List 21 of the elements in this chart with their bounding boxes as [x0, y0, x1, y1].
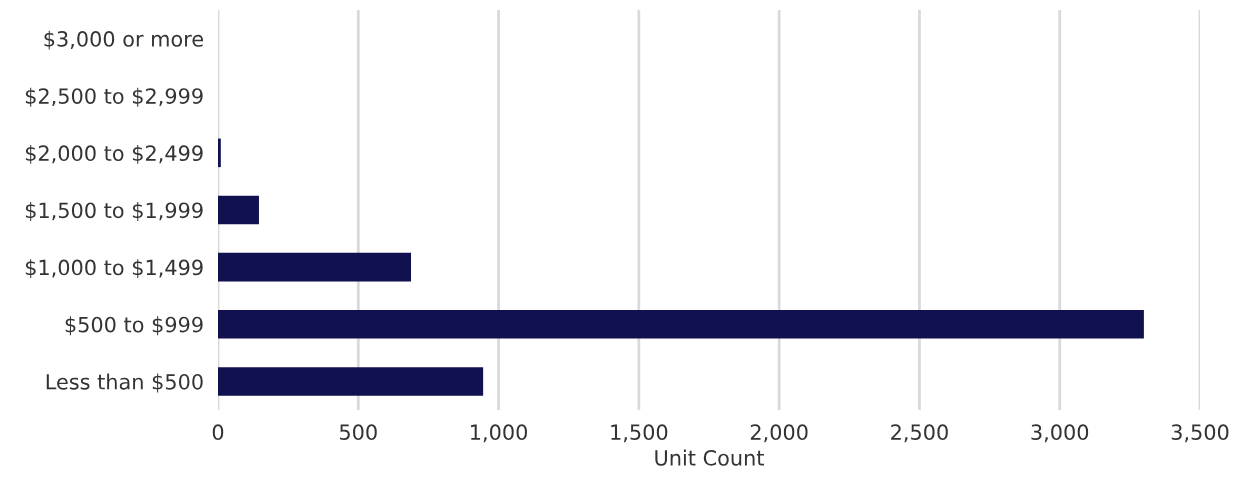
bar: [218, 367, 484, 396]
x-tick-label: 3,500: [1171, 424, 1229, 443]
x-axis-title: Unit Count: [655, 449, 764, 466]
x-tick-label: 2,000: [750, 424, 808, 443]
bar: [218, 195, 259, 225]
x-tick-label: 1,500: [611, 424, 668, 443]
y-tick-label: $500 to $999: [65, 316, 203, 336]
y-tick-label: $2,500 to $2,999: [25, 87, 203, 107]
x-tick-label: 3,000: [1031, 424, 1089, 443]
x-tick-label: 500: [340, 424, 377, 441]
x-tick-label: 0: [212, 424, 224, 441]
x-tick-label: 2,500: [891, 424, 948, 443]
y-tick-label: $1,000 to $1,499: [25, 259, 203, 279]
y-tick-label: Less than $500: [46, 373, 203, 393]
y-tick-label: $3,000 or more: [44, 30, 203, 50]
bar: [218, 252, 412, 282]
y-tick-label: $2,000 to $2,499: [25, 144, 203, 164]
bar: [218, 310, 1144, 339]
bar: [218, 138, 221, 168]
x-tick-label: 1,000: [471, 424, 528, 443]
y-tick-label: $1,500 to $1,999: [25, 202, 203, 221]
